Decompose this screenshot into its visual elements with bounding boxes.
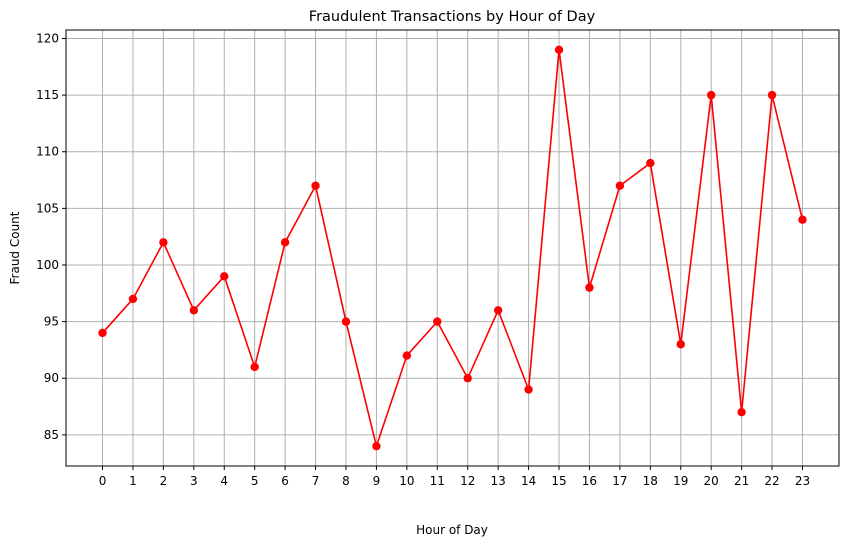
x-tick-label: 5 — [251, 474, 259, 488]
x-tick-label: 11 — [430, 474, 445, 488]
data-point — [159, 238, 168, 247]
plot-frame — [65, 29, 840, 467]
data-point — [433, 317, 442, 326]
data-series — [98, 45, 807, 451]
y-tick-label: 110 — [36, 145, 59, 159]
y-tick-label: 115 — [36, 88, 59, 102]
y-tick-label: 90 — [44, 371, 59, 385]
series-line — [101, 49, 804, 447]
x-tick-label: 13 — [491, 474, 506, 488]
data-point — [98, 328, 107, 338]
data-point — [646, 158, 655, 168]
data-point — [128, 294, 138, 304]
x-tick-label: 9 — [373, 474, 381, 488]
x-tick-label: 19 — [673, 474, 688, 488]
x-tick-label: 12 — [460, 474, 475, 488]
data-point — [676, 340, 685, 349]
x-tick-label: 22 — [764, 474, 779, 488]
x-tick-label: 0 — [99, 474, 107, 488]
x-tick-label: 18 — [643, 474, 658, 488]
y-tick-label: 85 — [44, 428, 59, 442]
y-tick-label: 100 — [36, 258, 59, 272]
chart-title: Fraudulent Transactions by Hour of Day — [309, 9, 596, 25]
y-tick-label: 105 — [36, 201, 59, 215]
x-tick-label: 1 — [129, 474, 137, 488]
data-point — [189, 306, 199, 315]
data-point — [767, 90, 777, 100]
x-tick-label: 20 — [704, 474, 719, 488]
x-tick-label: 15 — [551, 474, 566, 488]
x-tick-label: 3 — [190, 474, 198, 488]
y-axis-label: Fraud Count — [8, 211, 22, 284]
x-tick-label: 2 — [160, 474, 168, 488]
x-tick-label: 16 — [582, 474, 597, 488]
data-point — [341, 317, 351, 326]
data-point — [524, 385, 533, 394]
y-tick-label: 120 — [36, 31, 59, 45]
data-point — [706, 90, 716, 100]
x-axis-ticks: 0 1 2 3 4 5 6 7 8 9 10 11 12 13 14 15 16 17 18 19 20 21 22 23 — [99, 466, 810, 488]
data-point — [220, 272, 229, 281]
data-point — [585, 283, 594, 292]
x-axis-label: Hour of Day — [416, 523, 488, 537]
data-point — [737, 408, 746, 417]
data-point — [372, 441, 381, 451]
y-axis-ticks: 85 90 95 100 105 110 115 120 — [36, 31, 66, 442]
x-tick-label: 23 — [795, 474, 810, 488]
data-point — [250, 362, 259, 372]
data-point — [402, 351, 412, 360]
data-point — [554, 45, 564, 55]
x-tick-label: 14 — [521, 474, 536, 488]
x-tick-label: 10 — [399, 474, 414, 488]
data-point — [463, 374, 472, 383]
x-tick-label: 17 — [612, 474, 627, 488]
x-tick-label: 21 — [734, 474, 749, 488]
data-point — [493, 306, 503, 315]
data-point — [615, 181, 625, 190]
data-point — [280, 238, 290, 247]
grid-lines — [66, 30, 839, 466]
x-tick-label: 4 — [220, 474, 228, 488]
y-tick-label: 95 — [44, 315, 59, 329]
x-tick-label: 8 — [342, 474, 350, 488]
x-tick-label: 6 — [281, 474, 289, 488]
data-point — [311, 181, 320, 190]
data-point — [798, 215, 807, 224]
x-tick-label: 7 — [312, 474, 320, 488]
